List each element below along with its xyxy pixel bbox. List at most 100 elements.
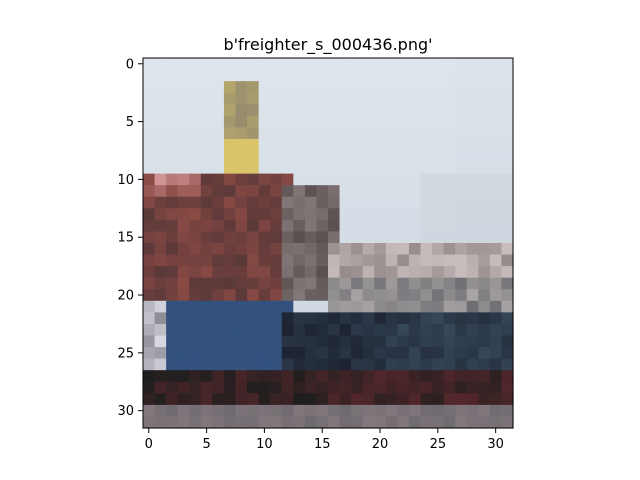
pixel xyxy=(316,381,329,394)
pixel xyxy=(420,69,433,82)
pixel xyxy=(235,358,248,371)
pixel xyxy=(432,69,445,82)
pixel xyxy=(351,358,364,371)
pixel xyxy=(397,185,410,198)
pixel xyxy=(397,196,410,209)
pixel xyxy=(489,115,503,128)
pixel xyxy=(316,416,329,429)
pixel xyxy=(258,323,271,337)
pixel xyxy=(420,104,433,117)
pixel xyxy=(466,115,479,128)
pixel xyxy=(154,81,167,94)
pixel xyxy=(154,69,167,82)
pixel xyxy=(270,277,283,290)
pixel xyxy=(304,370,318,383)
pixel xyxy=(177,347,190,360)
pixel xyxy=(362,173,375,186)
pixel xyxy=(397,347,410,360)
pixel xyxy=(351,150,364,163)
pixel xyxy=(270,92,283,105)
pixel xyxy=(397,370,410,383)
x-tick-label: 5 xyxy=(202,437,210,452)
pixel xyxy=(189,208,202,221)
pixel xyxy=(223,196,237,209)
pixel xyxy=(270,254,283,267)
pixel xyxy=(420,138,433,152)
pixel xyxy=(374,173,387,186)
pixel xyxy=(247,127,260,140)
pixel xyxy=(189,335,202,348)
pixel xyxy=(154,416,167,429)
pixel xyxy=(258,138,271,152)
pixel xyxy=(374,358,387,371)
pixel xyxy=(200,104,213,117)
pixel xyxy=(270,335,283,348)
pixel xyxy=(212,92,225,105)
pixel xyxy=(466,243,479,256)
pixel xyxy=(166,58,179,71)
pixel xyxy=(432,289,445,302)
pixel xyxy=(316,58,329,71)
pixel xyxy=(177,138,190,152)
pixel xyxy=(443,347,456,360)
pixel xyxy=(455,58,468,71)
pixel xyxy=(258,185,271,198)
x-tick-label: 20 xyxy=(372,437,389,452)
pixel xyxy=(408,266,422,279)
pixel xyxy=(362,150,375,163)
pixel xyxy=(408,370,422,383)
y-tick-label: 0 xyxy=(126,57,134,72)
pixel xyxy=(143,138,156,152)
pixel xyxy=(408,185,422,198)
pixel xyxy=(281,289,294,302)
pixel xyxy=(212,208,225,221)
pixel xyxy=(466,347,479,360)
pixel xyxy=(200,150,213,163)
pixel xyxy=(270,208,283,221)
pixel xyxy=(489,300,503,313)
pixel xyxy=(397,219,410,233)
pixel xyxy=(385,127,398,140)
pixel xyxy=(281,358,294,371)
pixel xyxy=(420,277,433,290)
pixel xyxy=(339,335,352,348)
pixel xyxy=(362,104,375,117)
pixel xyxy=(281,393,294,406)
pixel xyxy=(143,381,156,394)
pixel xyxy=(177,404,190,418)
pixel xyxy=(154,208,167,221)
pixel xyxy=(432,138,445,152)
pixel xyxy=(443,81,456,94)
pixel xyxy=(501,404,514,418)
pixel xyxy=(177,219,190,233)
pixel xyxy=(200,254,213,267)
pixel xyxy=(408,208,422,221)
pixel xyxy=(247,416,260,429)
pixel xyxy=(189,358,202,371)
pixel xyxy=(420,162,433,175)
pixel xyxy=(223,104,237,117)
pixel xyxy=(397,266,410,279)
pixel xyxy=(328,185,341,198)
pixel xyxy=(351,208,364,221)
pixel xyxy=(478,254,491,267)
pixel xyxy=(374,254,387,267)
pixel xyxy=(235,162,248,175)
pixel xyxy=(374,196,387,209)
pixel xyxy=(304,381,318,394)
pixel xyxy=(385,335,398,348)
pixel xyxy=(408,104,422,117)
pixel xyxy=(385,219,398,233)
pixel xyxy=(247,115,260,128)
pixel xyxy=(328,150,341,163)
pixel xyxy=(247,289,260,302)
pixel xyxy=(166,208,179,221)
pixel xyxy=(420,266,433,279)
pixel xyxy=(397,335,410,348)
pixel xyxy=(154,370,167,383)
pixel xyxy=(478,58,491,71)
pixel xyxy=(385,173,398,186)
pixel xyxy=(432,416,445,429)
pixel xyxy=(177,300,190,313)
pixel xyxy=(143,277,156,290)
